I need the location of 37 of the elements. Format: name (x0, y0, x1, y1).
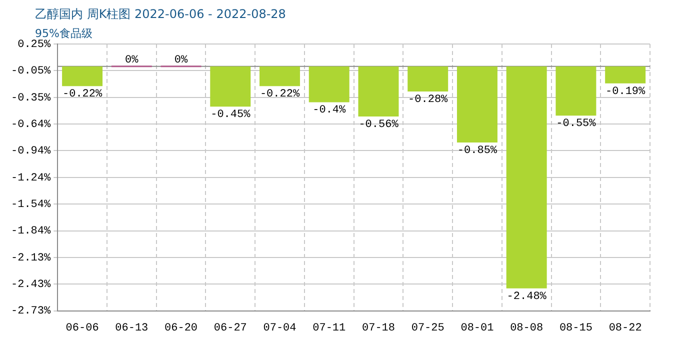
y-tick-label: -0.35% (10, 92, 51, 104)
y-tick-label: -2.43% (10, 279, 51, 292)
y-tick-label: -0.64% (10, 118, 51, 131)
data-label: -0.55% (556, 118, 596, 130)
x-tick-label: 08-15 (559, 322, 592, 334)
x-tick-label: 08-01 (460, 322, 494, 334)
data-label: -0.22% (260, 88, 300, 100)
y-tick-label: -2.73% (10, 306, 51, 318)
y-tick-label: -0.94% (10, 146, 51, 158)
data-label: -2.48% (506, 290, 547, 303)
x-tick-label: 07-04 (263, 322, 297, 334)
y-tick-label: -1.24% (10, 172, 51, 184)
data-label: -0.28% (408, 94, 448, 106)
data-label: -0.19% (606, 86, 646, 98)
y-tick-label: 0.25% (18, 38, 51, 51)
x-tick-label: 06-13 (115, 322, 148, 334)
data-label: 0% (174, 54, 188, 67)
x-tick-label: 07-25 (411, 322, 444, 334)
chart-title: 乙醇国内 周K柱图 2022-06-06 - 2022-08-28 (35, 6, 286, 23)
data-label: -0.85% (457, 144, 498, 157)
x-tick-label: 08-08 (510, 322, 544, 334)
y-tick-label: -1.84% (10, 226, 51, 238)
x-tick-label: 06-20 (164, 322, 198, 334)
x-tick-label: 07-11 (312, 322, 346, 334)
data-label: 0% (125, 54, 139, 67)
y-tick-label: -0.05% (10, 66, 51, 78)
x-tick-label: 06-27 (214, 322, 247, 334)
data-label: -0.45% (210, 109, 251, 122)
y-tick-label: -2.13% (10, 252, 51, 264)
data-label: -0.4% (312, 104, 346, 117)
x-tick-label: 07-18 (362, 322, 395, 334)
y-tick-label: -1.54% (10, 198, 51, 211)
chart-subtitle: 95%食品级 (35, 26, 92, 40)
x-tick-label: 08-22 (608, 322, 642, 334)
data-label: -0.56% (358, 118, 399, 131)
x-tick-label: 06-06 (66, 322, 99, 334)
data-label: -0.22% (62, 88, 102, 100)
